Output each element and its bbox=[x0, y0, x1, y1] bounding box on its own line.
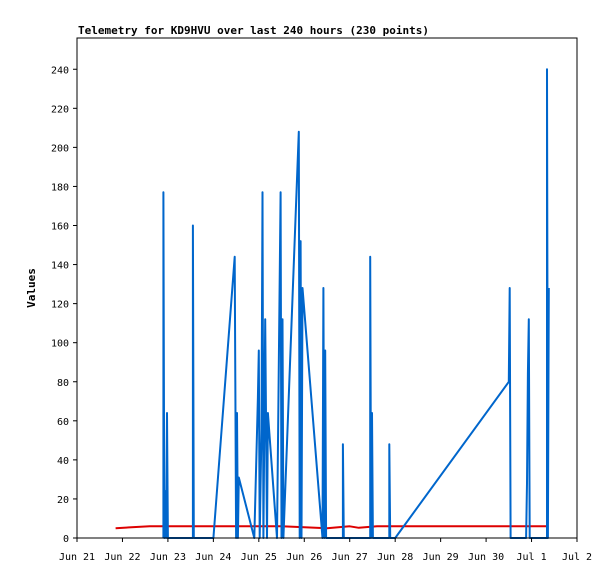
y-tick-label: 0 bbox=[63, 534, 69, 545]
y-axis-label: Values bbox=[25, 268, 38, 308]
x-tick-label: Jun 21 bbox=[59, 552, 95, 563]
chart-title: Telemetry for KD9HVU over last 240 hours… bbox=[78, 24, 429, 37]
x-tick-label: Jun 25 bbox=[241, 552, 277, 563]
x-tick-label: Jun 22 bbox=[104, 552, 140, 563]
x-tick-label: Jun 24 bbox=[195, 552, 231, 563]
y-tick-label: 160 bbox=[51, 222, 69, 233]
y-tick-label: 20 bbox=[57, 495, 69, 506]
y-tick-label: 80 bbox=[57, 378, 69, 389]
y-tick-label: 60 bbox=[57, 417, 69, 428]
x-tick-label: Jun 26 bbox=[286, 552, 322, 563]
y-tick-label: 200 bbox=[51, 143, 69, 154]
x-tick-label: Jun 30 bbox=[468, 552, 504, 563]
y-tick-label: 180 bbox=[51, 182, 69, 193]
y-tick-label: 120 bbox=[51, 300, 69, 311]
axis-layer: 0 20 40 60 80 100 120 140 160 180 200 220 240 Jun 21 J… bbox=[51, 65, 592, 563]
y-tick-label: 40 bbox=[57, 456, 69, 467]
x-tick-label: Jul 2 bbox=[562, 552, 592, 563]
plot-frame bbox=[76, 37, 578, 539]
y-tick-label: 100 bbox=[51, 339, 69, 350]
y-tick-label: 240 bbox=[51, 65, 69, 76]
x-tick-label: Jun 28 bbox=[377, 552, 413, 563]
y-tick-label: 220 bbox=[51, 104, 69, 115]
y-tick-label: 140 bbox=[51, 261, 69, 272]
x-tick-label: Jun 23 bbox=[150, 552, 186, 563]
x-tick-label: Jun 27 bbox=[332, 552, 368, 563]
x-tick-label: Jul 1 bbox=[516, 552, 546, 563]
x-tick-label: Jun 29 bbox=[423, 552, 459, 563]
